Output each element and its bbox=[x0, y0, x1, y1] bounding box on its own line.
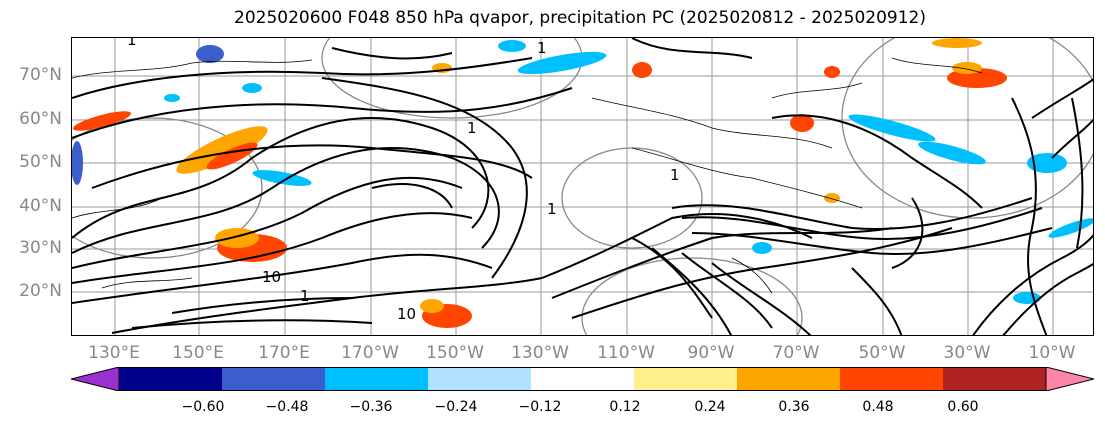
lat-label-40n: 40°N bbox=[19, 196, 62, 216]
lat-label-50n: 50°N bbox=[19, 152, 62, 172]
lat-label-70n: 70°N bbox=[19, 65, 62, 85]
lat-label-30n: 30°N bbox=[19, 238, 62, 258]
lon-label: 150°W bbox=[426, 343, 484, 363]
precip-shading bbox=[72, 38, 1093, 328]
contour-label: 1 bbox=[547, 200, 557, 218]
map-svg: 1 1 1 1 1 1 10 10 bbox=[72, 38, 1093, 335]
colorbar-tick-label: −0.36 bbox=[349, 399, 393, 415]
contour-label: 1 bbox=[537, 39, 547, 57]
lon-label: 10°W bbox=[1028, 343, 1076, 363]
contour-label: 1 bbox=[127, 38, 137, 49]
colorbar bbox=[70, 366, 1095, 392]
lat-label-20n: 20°N bbox=[19, 281, 62, 301]
colorbar-tick-label: 0.24 bbox=[694, 399, 726, 415]
qvapor-contours bbox=[72, 38, 1093, 335]
lon-label: 110°W bbox=[597, 343, 655, 363]
contour-label: 1 bbox=[467, 119, 477, 137]
colorbar-bin bbox=[737, 367, 841, 391]
lat-label-60n: 60°N bbox=[19, 109, 62, 129]
colorbar-bin bbox=[222, 367, 326, 391]
colorbar-bin bbox=[531, 367, 635, 391]
lon-label: 150°E bbox=[172, 343, 224, 363]
thin-contours bbox=[72, 57, 983, 294]
lat-lon-grid bbox=[72, 38, 1093, 335]
colorbar-bin bbox=[840, 367, 944, 391]
contour-labels: 1 1 1 1 1 1 10 10 bbox=[127, 38, 680, 323]
colorbar-bin bbox=[428, 367, 532, 391]
colorbar-bin bbox=[325, 367, 429, 391]
lon-label: 130°E bbox=[88, 343, 140, 363]
colorbar-tick-label: 0.60 bbox=[947, 399, 979, 415]
colorbar-bin bbox=[634, 367, 738, 391]
contour-label: 1 bbox=[300, 287, 310, 305]
lon-label: 30°W bbox=[943, 343, 991, 363]
lon-label: 50°W bbox=[858, 343, 906, 363]
map-panel: 1 1 1 1 1 1 10 10 bbox=[71, 37, 1094, 336]
colorbar-extend-low bbox=[70, 366, 120, 392]
colorbar-border bbox=[118, 367, 1047, 391]
colorbar-tick-label: −0.24 bbox=[434, 399, 478, 415]
lon-label: 70°W bbox=[772, 343, 820, 363]
colorbar-tick-label: 0.48 bbox=[862, 399, 894, 415]
lon-label: 90°W bbox=[687, 343, 735, 363]
colorbar-bin bbox=[119, 367, 223, 391]
colorbar-tick-label: 0.36 bbox=[778, 399, 810, 415]
colorbar-tick-label: −0.48 bbox=[265, 399, 309, 415]
lon-label: 130°W bbox=[511, 343, 569, 363]
colorbar-tick-label: −0.12 bbox=[518, 399, 562, 415]
chart-title: 2025020600 F048 850 hPa qvapor, precipit… bbox=[234, 8, 926, 28]
contour-label: 10 bbox=[262, 268, 281, 286]
lon-label: 170°W bbox=[341, 343, 399, 363]
contour-label: 10 bbox=[397, 305, 416, 323]
colorbar-bin bbox=[943, 367, 1047, 391]
lon-label: 170°E bbox=[258, 343, 310, 363]
grey-contours bbox=[72, 38, 1093, 335]
colorbar-tick-label: 0.12 bbox=[609, 399, 641, 415]
colorbar-svg bbox=[70, 366, 1095, 392]
colorbar-extend-high bbox=[1045, 366, 1095, 392]
colorbar-tick-label: −0.60 bbox=[181, 399, 225, 415]
contour-label: 1 bbox=[670, 166, 680, 184]
